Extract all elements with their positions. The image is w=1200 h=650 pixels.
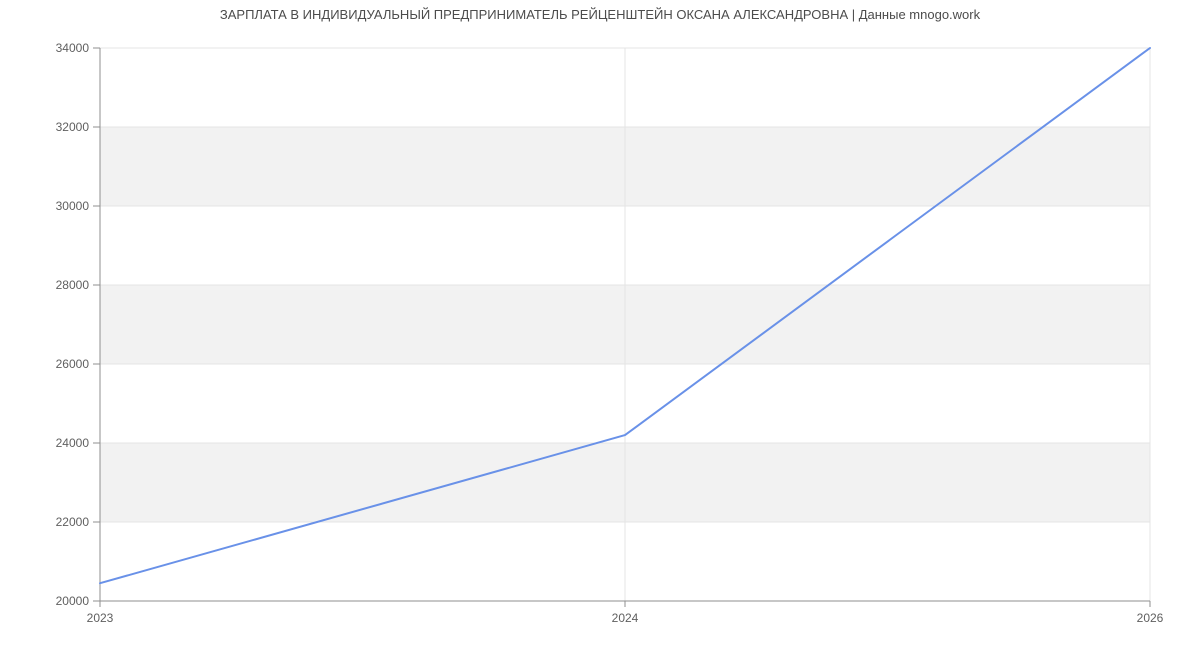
y-tick-label: 20000 [56,594,90,608]
salary-series-line [99,47,1151,585]
x-tick-label: 2026 [1137,611,1164,625]
y-tick-label: 28000 [56,278,90,292]
y-tick-label: 30000 [56,199,90,213]
x-tick-label: 2024 [612,611,639,625]
y-tick-label: 22000 [56,515,90,529]
chart-title: ЗАРПЛАТА В ИНДИВИДУАЛЬНЫЙ ПРЕДПРИНИМАТЕЛ… [219,7,981,22]
x-tick-label: 2023 [87,611,114,625]
y-tick-label: 26000 [56,357,90,371]
y-tick-label: 34000 [56,41,90,55]
y-tick-label: 24000 [56,436,90,450]
y-tick-label: 32000 [56,120,90,134]
